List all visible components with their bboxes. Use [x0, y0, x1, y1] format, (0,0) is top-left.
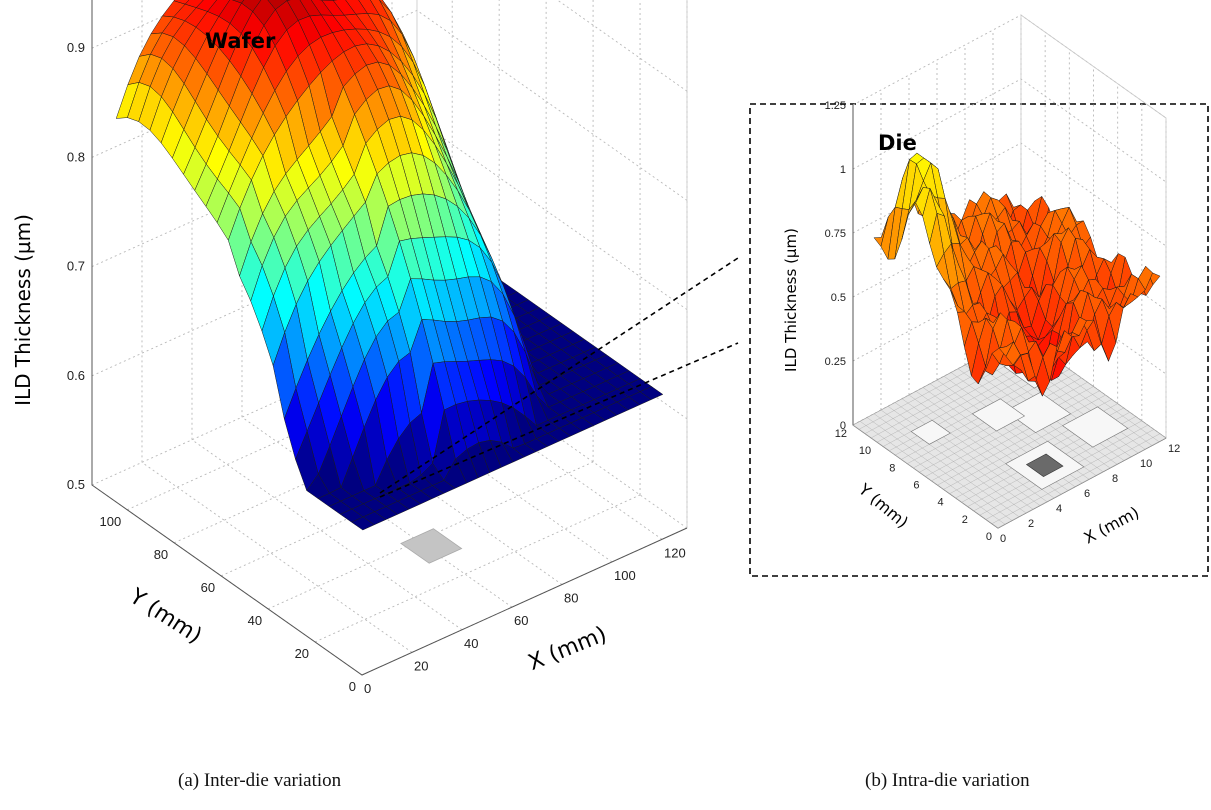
- y-tick-label: 2: [962, 514, 968, 526]
- axis-edges: [1020, 14, 1167, 438]
- zoom-line-lower: [379, 342, 739, 498]
- axis-edges: [91, 0, 688, 676]
- surface-patch: [351, 516, 375, 531]
- layout-block: [910, 419, 951, 445]
- die-x-axis-label: X (mm): [1081, 503, 1143, 548]
- x-tick-label: 120: [664, 545, 686, 560]
- wafer-x-axis-label: X (mm): [525, 622, 610, 676]
- z-tick-label: 0.7: [67, 259, 85, 274]
- die-surface: [873, 152, 1161, 397]
- layout-block: [971, 398, 1026, 432]
- grid-line: [91, 0, 688, 92]
- surface-patch: [1005, 341, 1021, 366]
- wafer-base-plane: [400, 528, 463, 564]
- x-tick-label: 40: [464, 636, 478, 651]
- z-tick-label: 0.25: [825, 356, 846, 368]
- z-tick-label: 0.5: [831, 292, 846, 304]
- y-tick-label: 100: [100, 514, 122, 529]
- highlighted-die: [400, 528, 463, 564]
- x-tick-label: 4: [1056, 503, 1062, 515]
- x-tick-label: 0: [364, 681, 371, 696]
- y-tick-label: 10: [859, 445, 871, 457]
- x-tick-label: 2: [1028, 518, 1034, 530]
- caption-inter-die: (a) Inter-die variation: [178, 770, 342, 791]
- y-tick-label: 0: [349, 679, 356, 694]
- layout-block: [1025, 453, 1064, 477]
- y-tick-label: 60: [201, 580, 215, 595]
- layout-block: [1062, 406, 1129, 448]
- wafer-title: Wafer: [205, 29, 276, 53]
- z-tick-label: 0: [840, 420, 846, 432]
- z-tick-label: 1: [840, 164, 846, 176]
- x-tick-label: 12: [1168, 443, 1180, 455]
- grid-line: [141, 462, 413, 653]
- y-tick-label: 4: [938, 497, 944, 509]
- die-inset-frame: [749, 103, 1209, 577]
- y-tick-label: 6: [913, 480, 919, 492]
- z-tick-label: 0.8: [67, 149, 85, 164]
- x-tick-label: 60: [514, 613, 528, 628]
- x-tick-label: 100: [614, 568, 636, 583]
- y-tick-label: 80: [154, 547, 168, 562]
- die-title: Die: [878, 131, 917, 155]
- wafer-y-axis-label: Y (mm): [124, 584, 206, 649]
- x-tick-label: 10: [1140, 458, 1152, 470]
- z-tick-label: 0.9: [67, 40, 85, 55]
- axis-edges: [416, 0, 688, 528]
- z-tick-label: 0.6: [67, 368, 85, 383]
- z-tick-label: 0.5: [67, 477, 85, 492]
- grid-line: [191, 439, 463, 631]
- z-tick-label: 1.25: [825, 100, 846, 112]
- y-tick-label: 0: [986, 531, 992, 543]
- die-z-axis-label: ILD Thickness (µm): [782, 228, 800, 372]
- die-y-axis-label: Y (mm): [854, 479, 912, 532]
- x-tick-label: 0: [1000, 533, 1006, 545]
- x-tick-label: 6: [1084, 488, 1090, 500]
- y-tick-label: 8: [889, 462, 895, 474]
- x-tick-label: 8: [1112, 473, 1118, 485]
- z-tick-label: 0.75: [825, 228, 846, 240]
- wafer-ticks: 0.50.60.70.80.91020406080100020406080100…: [67, 40, 686, 696]
- y-tick-label: 20: [295, 646, 309, 661]
- wafer-plot: 0.50.60.70.80.91020406080100020406080100…: [11, 0, 688, 696]
- wafer-z-axis-label: ILD Thickness (µm): [11, 214, 35, 406]
- y-tick-label: 40: [248, 613, 262, 628]
- x-tick-label: 20: [414, 658, 428, 673]
- zoom-connector-lines: [379, 257, 739, 498]
- grid-line: [852, 14, 1167, 119]
- x-tick-label: 80: [564, 591, 578, 606]
- wafer-surface: [115, 0, 664, 531]
- caption-intra-die: (b) Intra-die variation: [865, 770, 1030, 791]
- y-tick-label: 12: [835, 428, 847, 440]
